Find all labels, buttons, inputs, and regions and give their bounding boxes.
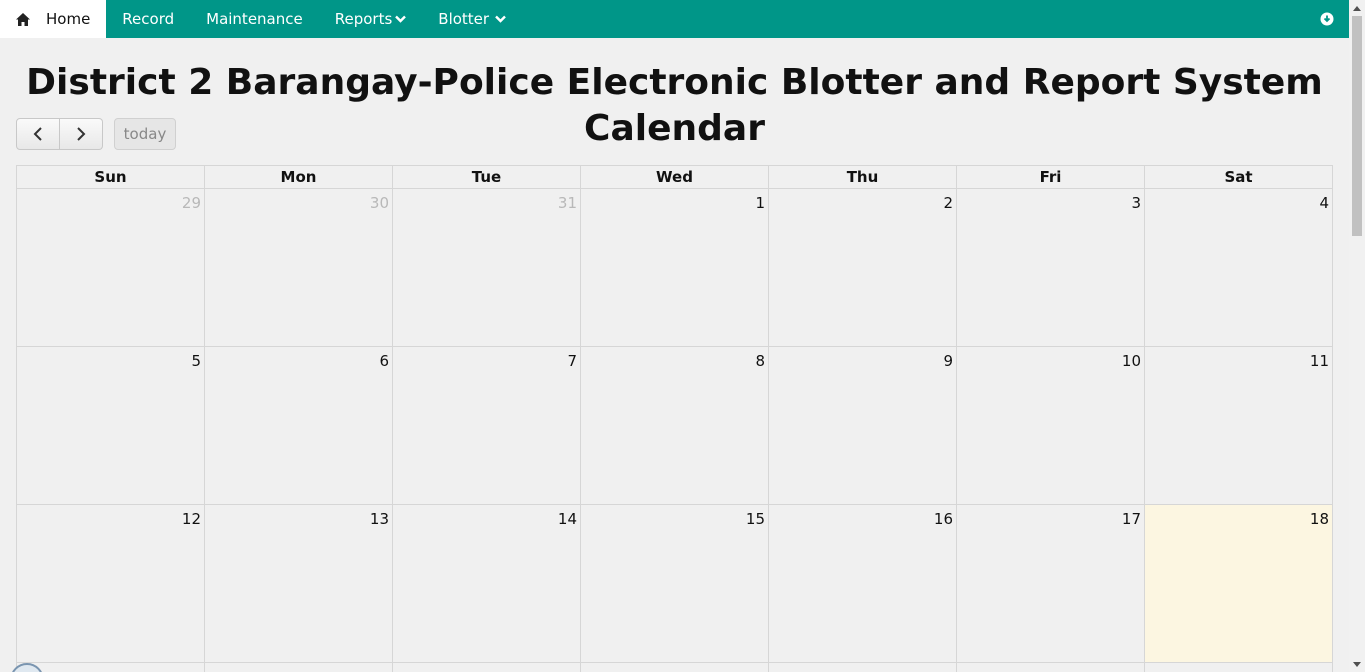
day-cell[interactable]: 7	[393, 347, 581, 504]
prev-month-button[interactable]	[16, 118, 60, 150]
day-number: 3	[1131, 194, 1141, 212]
nav-maintenance-label: Maintenance	[206, 10, 303, 28]
weekday-sat: Sat	[1145, 166, 1333, 188]
nav-right-menu-button[interactable]	[1305, 0, 1349, 38]
weekday-sun: Sun	[17, 166, 205, 188]
chevron-left-icon	[33, 127, 42, 141]
download-circle-icon	[1320, 12, 1334, 26]
day-cell[interactable]	[581, 663, 769, 672]
day-number: 15	[745, 510, 765, 528]
day-number: 9	[943, 352, 953, 370]
nav-home[interactable]: Home	[0, 0, 107, 38]
day-cell[interactable]: 9	[769, 347, 957, 504]
nav-blotter-label: Blotter	[438, 10, 490, 28]
day-cell[interactable]: 12	[17, 505, 205, 662]
top-navbar: Home Record Maintenance Reports Blotter	[0, 0, 1349, 38]
day-cell[interactable]: 29	[17, 189, 205, 346]
day-cell[interactable]	[393, 663, 581, 672]
day-cell[interactable]: 17	[957, 505, 1145, 662]
day-number: 8	[755, 352, 765, 370]
day-number: 1	[755, 194, 765, 212]
day-cell[interactable]: 13	[205, 505, 393, 662]
day-number: 14	[557, 510, 577, 528]
chevron-down-icon	[495, 15, 506, 23]
nav-blotter-dropdown[interactable]: Blotter	[422, 0, 522, 38]
nav-record-label: Record	[122, 10, 175, 28]
calendar-week-row: 12 13 14 15 16 17 18	[17, 505, 1333, 663]
page-title: District 2 Barangay-Police Electronic Bl…	[26, 62, 1323, 149]
today-button[interactable]: today	[114, 118, 176, 150]
scrollbar-thumb[interactable]	[1352, 16, 1362, 236]
next-month-button[interactable]	[60, 118, 103, 150]
today-day-cell[interactable]: 18	[1145, 505, 1333, 662]
day-number: 7	[567, 352, 577, 370]
day-cell[interactable]: 2	[769, 189, 957, 346]
day-cell[interactable]: 15	[581, 505, 769, 662]
day-cell[interactable]: 6	[205, 347, 393, 504]
day-cell[interactable]: 14	[393, 505, 581, 662]
weekday-mon: Mon	[205, 166, 393, 188]
weekday-fri: Fri	[957, 166, 1145, 188]
day-number: 17	[1121, 510, 1141, 528]
nav-home-label: Home	[46, 10, 91, 28]
weekday-tue: Tue	[393, 166, 581, 188]
chevron-right-icon	[77, 127, 86, 141]
day-number: 18	[1309, 510, 1329, 528]
day-number: 2	[943, 194, 953, 212]
day-cell[interactable]: 16	[769, 505, 957, 662]
day-number: 5	[191, 352, 201, 370]
home-icon	[16, 12, 30, 26]
day-cell[interactable]: 5	[17, 347, 205, 504]
calendar-week-row: 5 6 7 8 9 10 11	[17, 347, 1333, 505]
nav-maintenance[interactable]: Maintenance	[190, 0, 319, 38]
weekday-header: Sun Mon Tue Wed Thu Fri Sat	[17, 165, 1333, 189]
day-number: 6	[379, 352, 389, 370]
nav-button-group	[16, 118, 103, 150]
calendar-toolbar: today	[16, 118, 176, 150]
day-number: 30	[369, 194, 389, 212]
day-cell[interactable]: 8	[581, 347, 769, 504]
calendar-week-row: 29 30 31 1 2 3 4	[17, 189, 1333, 347]
day-cell[interactable]	[17, 663, 205, 672]
vertical-scrollbar[interactable]	[1349, 0, 1365, 672]
scroll-up-arrow-icon[interactable]	[1349, 0, 1365, 16]
day-cell[interactable]	[1145, 663, 1333, 672]
weekday-wed: Wed	[581, 166, 769, 188]
chevron-down-icon	[395, 15, 407, 23]
scroll-down-arrow-icon[interactable]	[1349, 656, 1365, 672]
day-number: 31	[557, 194, 577, 212]
month-calendar: Sun Mon Tue Wed Thu Fri Sat 29 30 31 1 2…	[16, 165, 1333, 672]
day-number: 11	[1309, 352, 1329, 370]
day-number: 4	[1319, 194, 1329, 212]
day-number: 16	[933, 510, 953, 528]
day-number: 12	[181, 510, 201, 528]
day-cell[interactable]	[957, 663, 1145, 672]
day-cell[interactable]: 1	[581, 189, 769, 346]
day-number: 29	[181, 194, 201, 212]
day-cell[interactable]: 31	[393, 189, 581, 346]
nav-reports-label: Reports	[334, 10, 393, 28]
day-cell[interactable]: 11	[1145, 347, 1333, 504]
day-number: 13	[369, 510, 389, 528]
day-cell[interactable]: 10	[957, 347, 1145, 504]
day-cell[interactable]: 4	[1145, 189, 1333, 346]
weekday-thu: Thu	[769, 166, 957, 188]
day-cell[interactable]	[769, 663, 957, 672]
day-number: 10	[1121, 352, 1141, 370]
calendar-week-row	[17, 663, 1333, 672]
nav-reports-dropdown[interactable]: Reports	[319, 0, 423, 38]
day-cell[interactable]: 3	[957, 189, 1145, 346]
day-cell[interactable]: 30	[205, 189, 393, 346]
nav-record[interactable]: Record	[106, 0, 190, 38]
day-cell[interactable]	[205, 663, 393, 672]
